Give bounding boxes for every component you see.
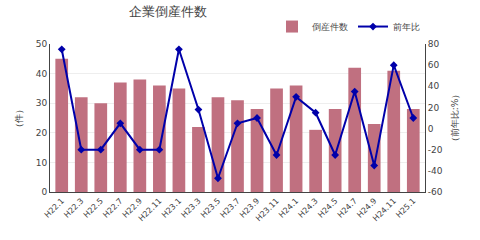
svg-text:（前年比:%）: （前年比:%）	[450, 90, 460, 147]
svg-text:40: 40	[36, 69, 48, 79]
svg-text:H22.11: H22.11	[137, 196, 164, 223]
svg-text:H22.1: H22.1	[43, 196, 66, 219]
svg-text:H22.7: H22.7	[101, 196, 124, 219]
svg-text:H24.7: H24.7	[336, 196, 359, 219]
svg-text:（件）: （件）	[14, 105, 24, 132]
svg-text:20: 20	[36, 128, 48, 138]
svg-text:H23.1: H23.1	[160, 196, 183, 219]
svg-text:-60: -60	[428, 187, 443, 197]
svg-text:60: 60	[428, 60, 440, 70]
svg-text:80: 80	[428, 39, 440, 49]
svg-text:H24.5: H24.5	[316, 196, 339, 219]
svg-text:10: 10	[36, 158, 48, 168]
svg-text:H22.5: H22.5	[82, 196, 105, 219]
svg-text:倒産件数: 倒産件数	[312, 22, 348, 32]
svg-text:0: 0	[428, 124, 434, 134]
svg-text:30: 30	[36, 98, 48, 108]
svg-text:50: 50	[36, 39, 48, 49]
svg-text:企業倒産件数: 企業倒産件数	[129, 4, 207, 19]
svg-text:H24.9: H24.9	[355, 196, 378, 219]
svg-text:H22.3: H22.3	[62, 196, 85, 219]
svg-text:H24.1: H24.1	[277, 196, 300, 219]
svg-text:H23.11: H23.11	[254, 196, 281, 223]
svg-text:0: 0	[41, 187, 47, 197]
svg-text:40: 40	[428, 81, 440, 91]
svg-text:20: 20	[428, 103, 440, 113]
svg-text:H23.9: H23.9	[238, 196, 261, 219]
svg-text:H24.11: H24.11	[371, 196, 398, 223]
svg-text:-40: -40	[428, 166, 443, 176]
svg-text:H23.3: H23.3	[179, 196, 202, 219]
svg-text:H23.5: H23.5	[199, 196, 222, 219]
svg-text:H22.9: H22.9	[121, 196, 144, 219]
svg-text:前年比: 前年比	[393, 22, 420, 32]
svg-text:H23.7: H23.7	[219, 196, 242, 219]
svg-text:H25.1: H25.1	[394, 196, 417, 219]
svg-text:H24.3: H24.3	[297, 196, 320, 219]
svg-text:-20: -20	[428, 145, 443, 155]
